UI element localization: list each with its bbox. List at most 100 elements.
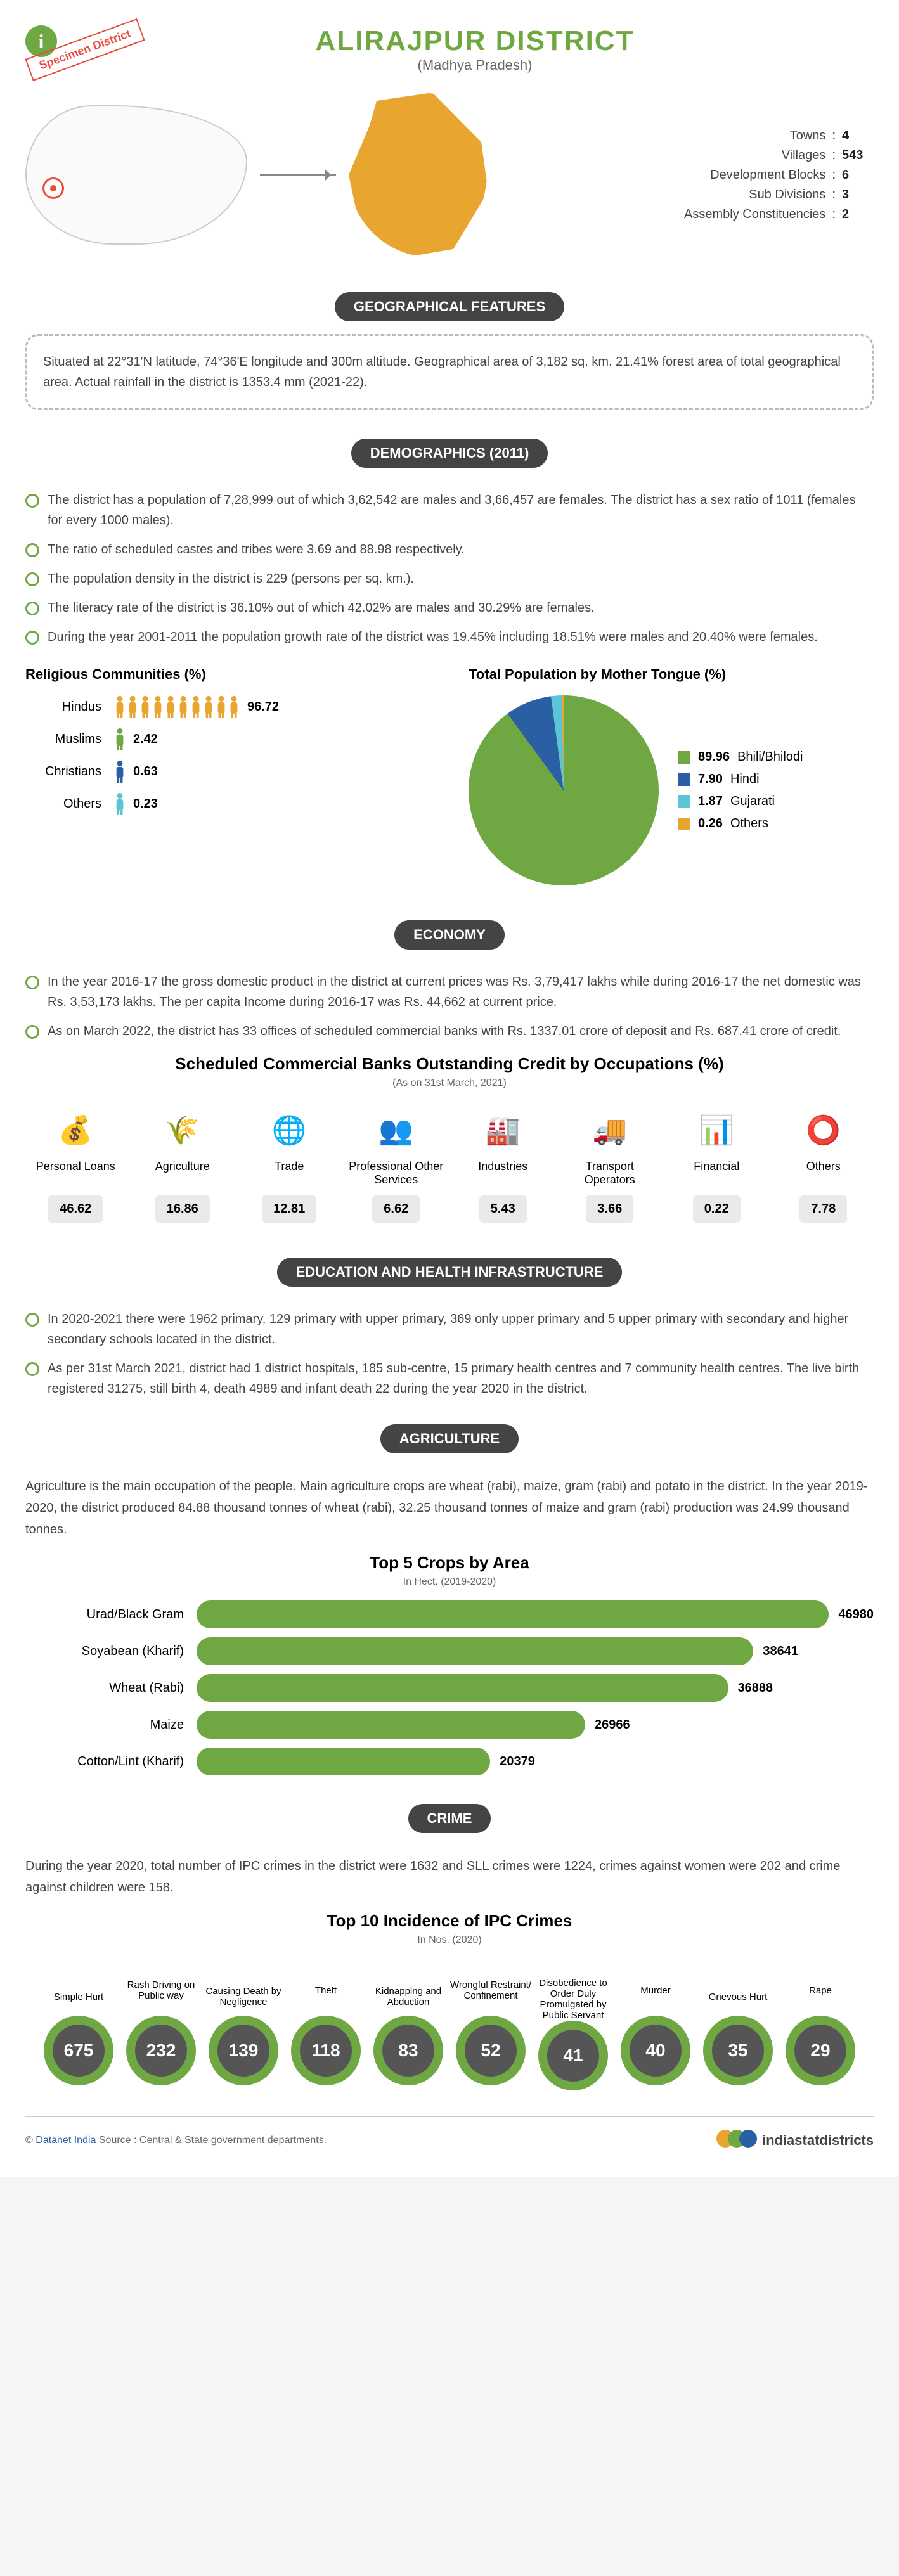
religion-label: Christians (25, 764, 101, 779)
crime-label: Disobedience to Order Duly Promulgated b… (529, 1978, 618, 2021)
credit-icon: 👥 (374, 1108, 418, 1152)
summary-value: 543 (842, 148, 874, 163)
crime-item: Rape29 (779, 1971, 862, 2085)
bullet-item: During the year 2001-2011 the population… (25, 627, 874, 647)
religion-value: 2.42 (133, 732, 158, 747)
religion-row: Christians 0.63 (25, 760, 430, 783)
crop-bar (197, 1674, 728, 1702)
legend-value: 1.87 (698, 794, 723, 809)
legend-row: 0.26Others (678, 816, 803, 831)
credit-label: Trade (275, 1160, 304, 1188)
crime-label: Grievous Hurt (694, 1978, 782, 2016)
crop-row: Urad/Black Gram46980 (25, 1600, 874, 1628)
credit-item: 🏭Industries5.43 (453, 1108, 553, 1223)
person-icon (114, 695, 126, 718)
religion-value: 0.23 (133, 797, 158, 811)
header: i ALIRAJPUR DISTRICT (Madhya Pradesh) (25, 25, 874, 74)
credit-value: 5.43 (479, 1195, 527, 1223)
religion-value: 0.63 (133, 764, 158, 779)
crime-value: 29 (786, 2016, 855, 2085)
person-icon (165, 695, 176, 718)
map-block: Towns:4Villages:543Development Blocks:6S… (25, 93, 874, 257)
religion-label: Hindus (25, 700, 101, 714)
credit-item: 🌐Trade12.81 (239, 1108, 340, 1223)
bullet-item: The population density in the district i… (25, 569, 874, 589)
crime-item: Disobedience to Order Duly Promulgated b… (532, 1971, 614, 2090)
crime-label: Wrongful Restraint/ Confinement (446, 1971, 535, 2009)
crime-value: 83 (373, 2016, 443, 2085)
brand-disc-icon (739, 2130, 757, 2148)
crop-row: Wheat (Rabi)36888 (25, 1674, 874, 1702)
person-icon (127, 695, 138, 718)
legend-label: Bhili/Bhilodi (737, 750, 803, 764)
person-icon (114, 792, 126, 815)
person-icon (228, 695, 240, 718)
bullet-item: As on March 2022, the district has 33 of… (25, 1021, 874, 1041)
crime-item: Wrongful Restraint/ Confinement52 (450, 1971, 532, 2085)
legend-row: 7.90Hindi (678, 772, 803, 787)
credit-value: 3.66 (586, 1195, 633, 1223)
person-icon (114, 760, 126, 783)
arrow-icon (260, 174, 336, 176)
crime-item: Simple Hurt675 (37, 1971, 120, 2085)
person-icon (139, 695, 151, 718)
credit-item: 📊Financial0.22 (666, 1108, 767, 1223)
person-icon (216, 695, 227, 718)
demographics-bullets: The district has a population of 7,28,99… (25, 490, 874, 647)
credit-item: 💰Personal Loans46.62 (25, 1108, 126, 1223)
crop-bar (197, 1637, 753, 1665)
crime-chain: Simple Hurt675Rash Driving on Public way… (25, 1971, 874, 2090)
state-subtitle: (Madhya Pradesh) (76, 57, 874, 74)
page: i ALIRAJPUR DISTRICT (Madhya Pradesh) Sp… (0, 0, 899, 2177)
footer-link[interactable]: Datanet India (36, 2135, 96, 2146)
district-marker-icon (42, 177, 64, 199)
summary-row: Assembly Constituencies:2 (684, 207, 874, 222)
tongue-chart: Total Population by Mother Tongue (%) 89… (469, 666, 874, 886)
bullet-item: In the year 2016-17 the gross domestic p… (25, 972, 874, 1012)
person-icon (178, 695, 189, 718)
crime-label: Murder (611, 1971, 700, 2009)
crop-label: Soyabean (Kharif) (25, 1644, 184, 1659)
demographics-header: DEMOGRAPHICS (2011) (351, 439, 548, 468)
crime-value: 232 (126, 2016, 196, 2085)
summary-label: Towns (790, 129, 826, 143)
crop-bar (197, 1748, 490, 1775)
crop-value: 20379 (500, 1755, 535, 1769)
economy-bullets: In the year 2016-17 the gross domestic p… (25, 972, 874, 1041)
summary-row: Sub Divisions:3 (749, 188, 874, 202)
credit-value: 16.86 (155, 1195, 210, 1223)
religion-label: Others (25, 797, 101, 811)
bullet-item: As per 31st March 2021, district had 1 d… (25, 1358, 874, 1399)
legend-swatch (678, 751, 690, 764)
footer-right: indiastatdistricts (716, 2130, 874, 2151)
crime-value: 35 (703, 2016, 773, 2085)
crops-title: Top 5 Crops by Area (25, 1553, 874, 1573)
crop-row: Soyabean (Kharif) 38641 (25, 1637, 874, 1665)
agriculture-text: Agriculture is the main occupation of th… (25, 1476, 874, 1540)
summary-label: Villages (782, 148, 826, 163)
crop-value: 38641 (763, 1644, 798, 1659)
demographics-charts: Religious Communities (%) Hindus96.72Mus… (25, 666, 874, 886)
geo-text: Situated at 22°31'N latitude, 74°36'E lo… (25, 334, 874, 410)
summary-label: Sub Divisions (749, 188, 825, 202)
credit-label: Professional Other Services (346, 1160, 447, 1188)
tongue-title: Total Population by Mother Tongue (%) (469, 666, 874, 683)
bullet-item: In 2020-2021 there were 1962 primary, 12… (25, 1309, 874, 1349)
geo-header: GEOGRAPHICAL FEATURES (335, 292, 564, 321)
credit-item: 🌾Agriculture16.86 (133, 1108, 233, 1223)
crime-header: CRIME (408, 1804, 491, 1833)
summary-value: 2 (842, 207, 874, 222)
tongue-pie (469, 695, 659, 886)
credit-item: 👥Professional Other Services6.62 (346, 1108, 447, 1223)
credit-icon: 💰 (53, 1108, 98, 1152)
agriculture-header: AGRICULTURE (380, 1424, 519, 1453)
crime-item: Rash Driving on Public way232 (120, 1971, 202, 2085)
legend-value: 7.90 (698, 772, 723, 787)
state-outline (25, 105, 247, 245)
state-map (25, 105, 247, 245)
credit-label: Transport Operators (560, 1160, 661, 1188)
summary-row: Towns:4 (790, 129, 874, 143)
crop-label: Wheat (Rabi) (25, 1681, 184, 1696)
footer-left: © Datanet India Source : Central & State… (25, 2135, 327, 2146)
summary-value: 3 (842, 188, 874, 202)
